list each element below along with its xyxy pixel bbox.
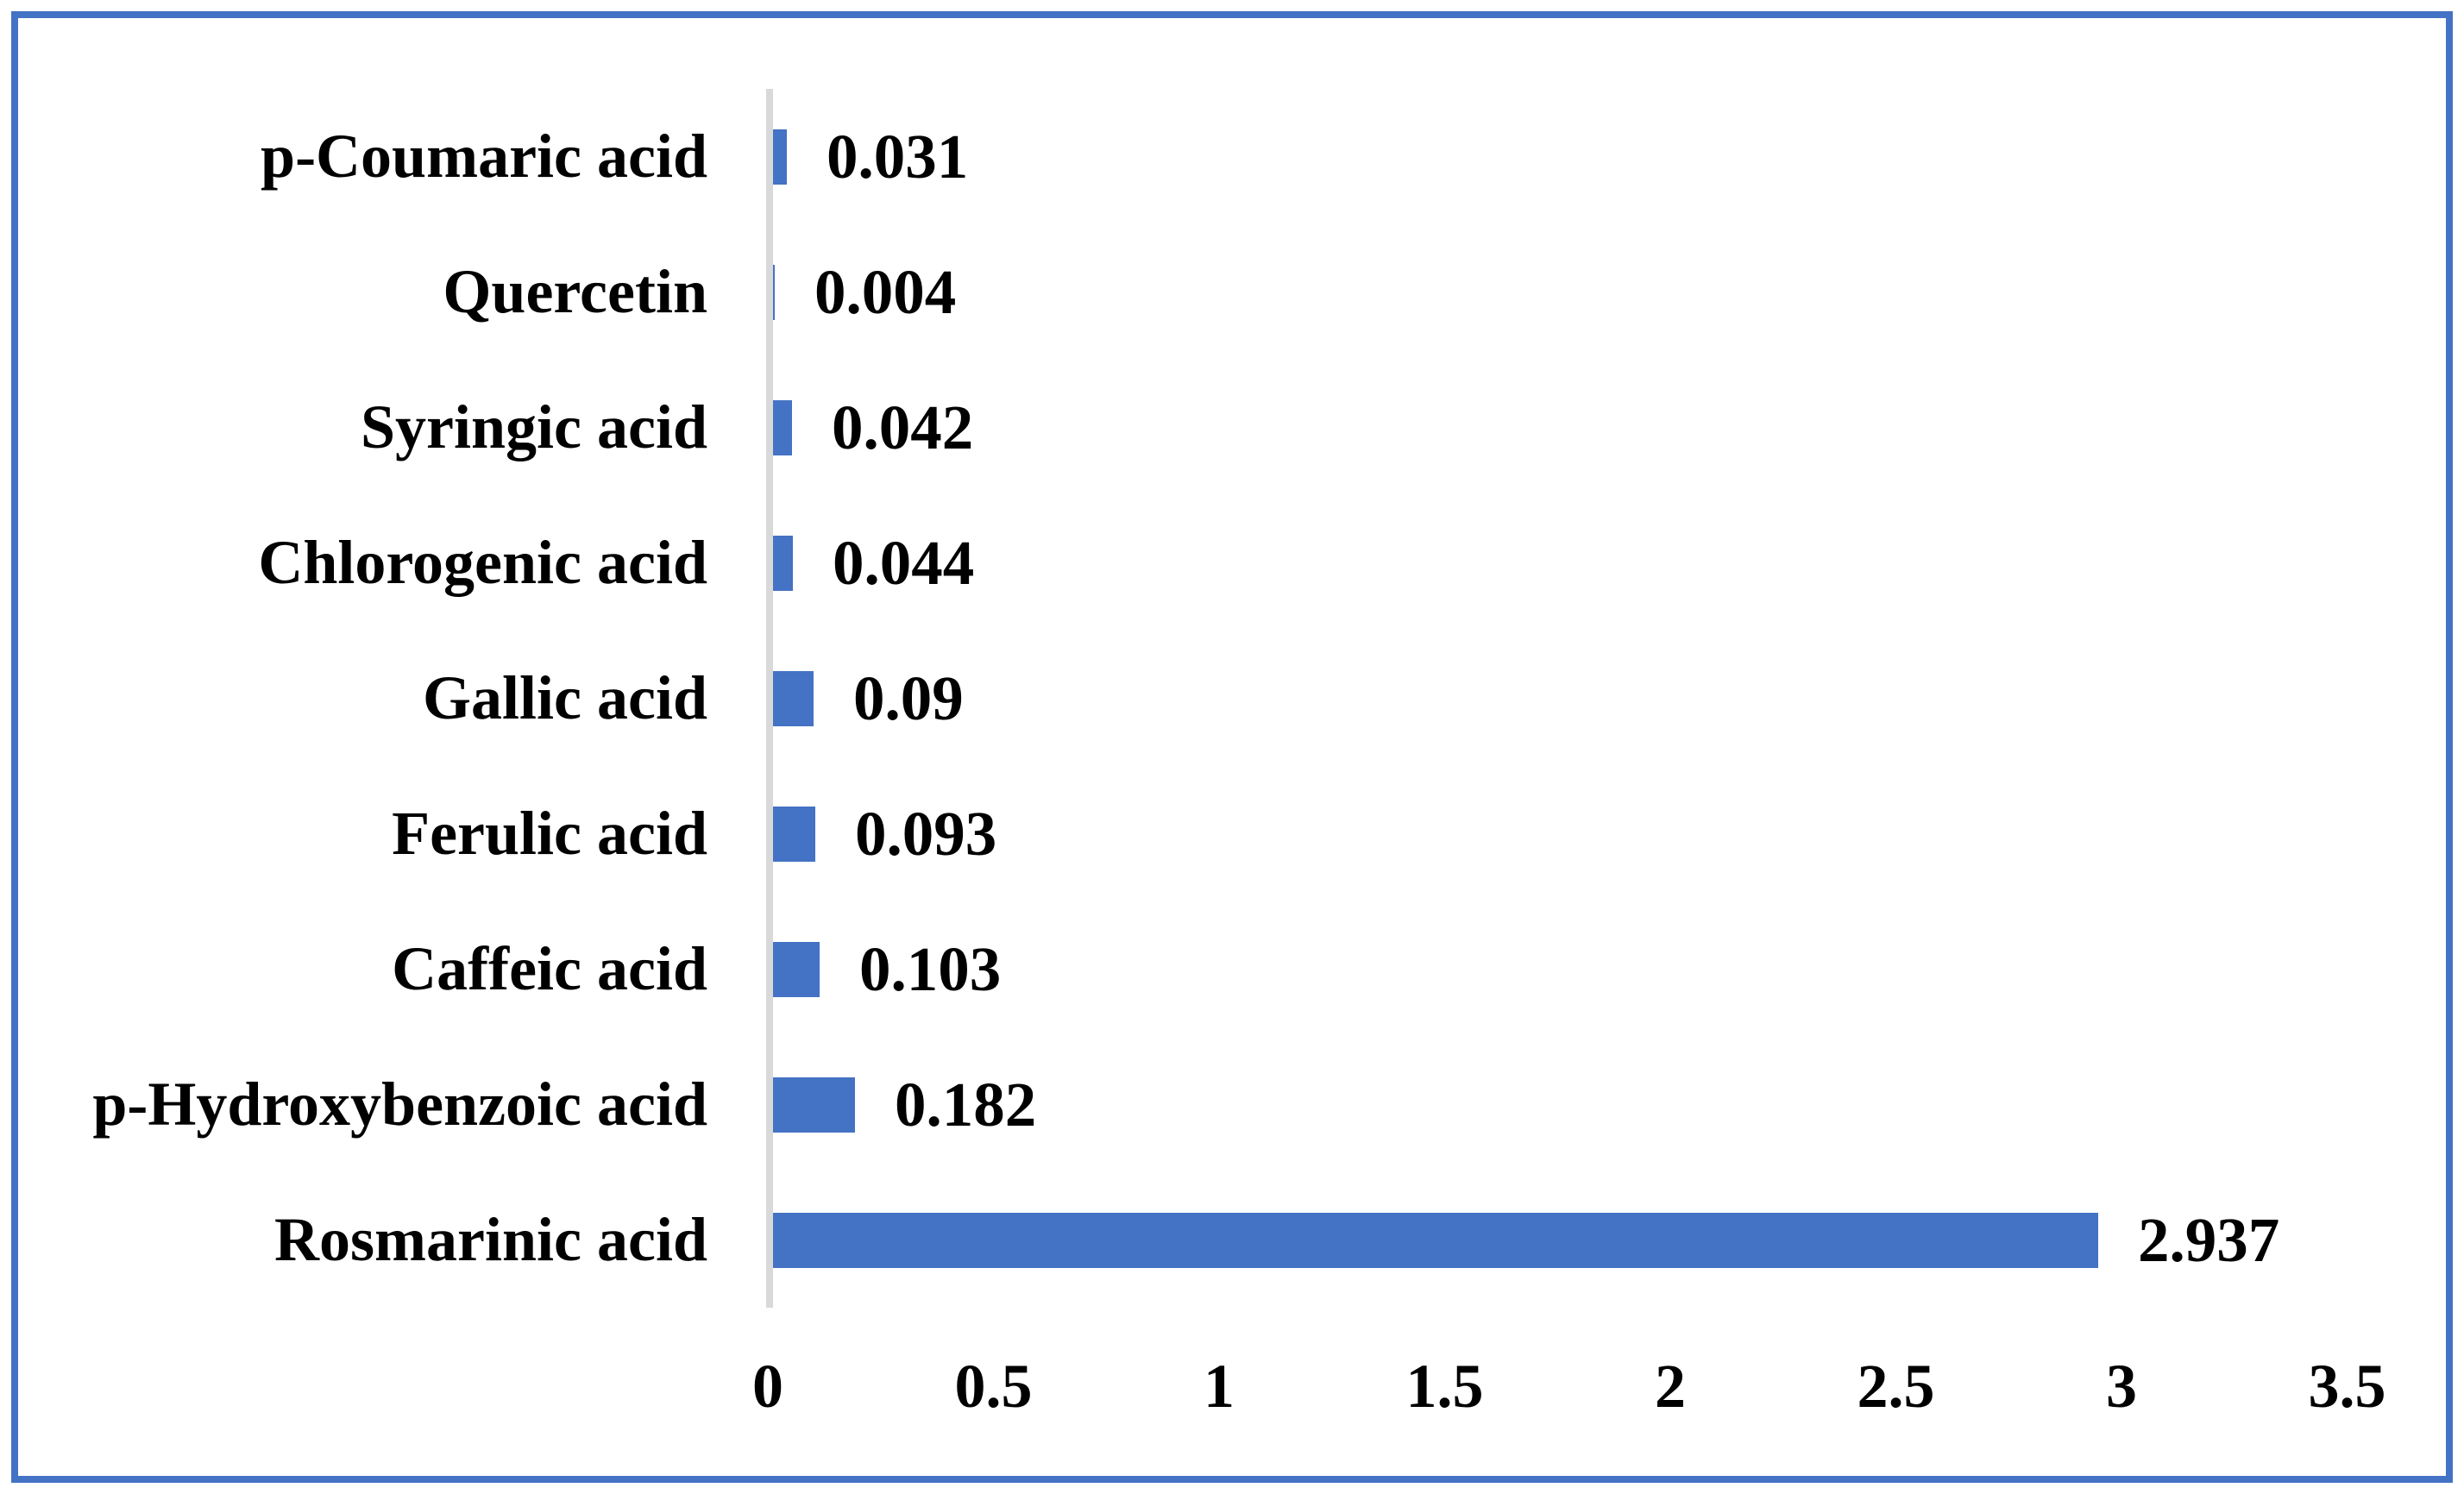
bar-line: 0.093 — [773, 766, 2464, 901]
category-label: Ferulic acid — [392, 799, 707, 868]
x-axis-ticks: 0 0.5 1 1.5 2 2.5 3 3.5 — [0, 1351, 2464, 1454]
bar — [773, 1077, 855, 1133]
bar — [773, 1212, 2098, 1268]
x-tick: 0 — [752, 1352, 783, 1421]
x-tick: 1 — [1204, 1352, 1235, 1421]
bar — [773, 941, 820, 997]
category-label: Gallic acid — [423, 663, 707, 732]
bar-line: 0.182 — [773, 1037, 2464, 1172]
chart-row: Gallic acid 0.09 — [0, 631, 2464, 766]
chart-row: Ferulic acid 0.093 — [0, 766, 2464, 901]
value-label: 0.004 — [814, 256, 957, 327]
x-tick: 3.5 — [2308, 1352, 2386, 1421]
x-tick: 0.5 — [954, 1352, 1033, 1421]
bar — [773, 399, 792, 455]
bar-line: 0.031 — [773, 89, 2464, 224]
chart-row: p-Coumaric acid 0.031 — [0, 89, 2464, 224]
y-axis-line — [766, 89, 773, 1308]
x-tick: 2.5 — [1857, 1352, 1935, 1421]
x-tick: 1.5 — [1405, 1352, 1484, 1421]
category-label: Chlorogenic acid — [258, 528, 707, 597]
category-label: p-Coumaric acid — [261, 122, 707, 191]
value-label: 2.937 — [2138, 1204, 2280, 1275]
bar — [773, 129, 787, 185]
chart-row: Rosmarinic acid 2.937 — [0, 1172, 2464, 1308]
bar — [773, 264, 775, 320]
value-label: 0.103 — [859, 933, 1002, 1004]
bar-line: 0.103 — [773, 901, 2464, 1037]
chart-row: Chlorogenic acid 0.044 — [0, 495, 2464, 631]
chart-row: Quercetin 0.004 — [0, 224, 2464, 360]
bar — [773, 806, 815, 862]
bar — [773, 670, 814, 726]
category-label: Rosmarinic acid — [274, 1205, 707, 1274]
x-tick: 3 — [2106, 1352, 2137, 1421]
value-label: 0.031 — [827, 121, 969, 191]
bar-line: 0.042 — [773, 360, 2464, 495]
category-label: Caffeic acid — [392, 934, 707, 1003]
value-label: 0.09 — [853, 662, 964, 733]
bar-line: 0.09 — [773, 631, 2464, 766]
bar-line: 0.044 — [773, 495, 2464, 631]
chart-row: Caffeic acid 0.103 — [0, 901, 2464, 1037]
chart-row: Syringic acid 0.042 — [0, 360, 2464, 495]
value-label: 0.044 — [833, 527, 975, 598]
category-label: Syringic acid — [360, 392, 707, 461]
value-label: 0.042 — [832, 392, 974, 462]
value-label: 0.182 — [895, 1069, 1037, 1139]
chart-border — [11, 11, 2453, 1483]
bar-line: 2.937 — [773, 1172, 2464, 1308]
bar — [773, 535, 793, 591]
category-label: Quercetin — [443, 257, 707, 326]
category-label: p-Hydroxybenzoic acid — [92, 1070, 707, 1139]
bar-line: 0.004 — [773, 224, 2464, 360]
value-label: 0.093 — [855, 798, 997, 869]
plot-area: p-Coumaric acid 0.031 Quercetin 0.004 Sy… — [0, 89, 2464, 1308]
chart-row: p-Hydroxybenzoic acid 0.182 — [0, 1037, 2464, 1172]
x-tick: 2 — [1655, 1352, 1686, 1421]
